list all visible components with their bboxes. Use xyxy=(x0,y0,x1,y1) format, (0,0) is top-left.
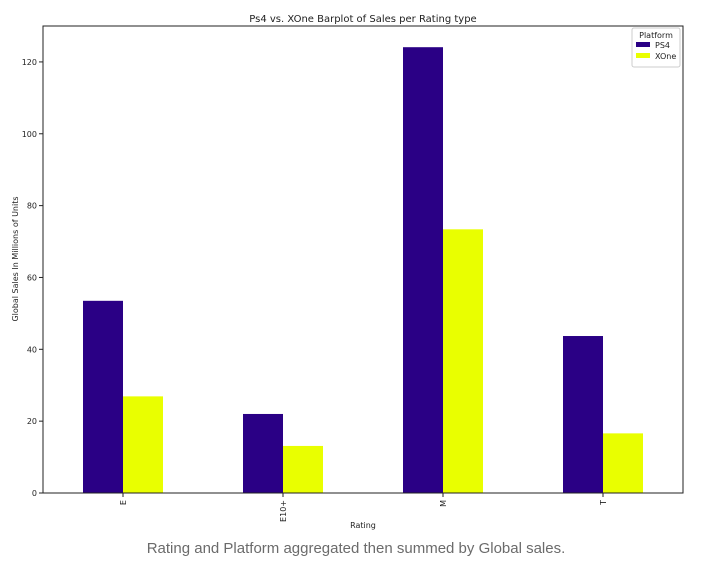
x-tick-label: E xyxy=(119,500,128,505)
bar-ps4-m xyxy=(403,47,443,494)
y-tick-label: 100 xyxy=(22,130,37,139)
y-tick-label: 40 xyxy=(27,345,37,354)
y-axis-label: Global Sales In Millions of Units xyxy=(11,196,20,321)
chart-title: Ps4 vs. XOne Barplot of Sales per Rating… xyxy=(249,14,476,25)
x-tick-label: T xyxy=(599,500,608,506)
bar-xone-t xyxy=(603,433,643,493)
y-tick-label: 20 xyxy=(27,417,37,426)
x-tick-label: M xyxy=(439,500,448,507)
y-tick-label: 80 xyxy=(27,202,37,211)
y-ticks-group: 0 20 40 60 80 100 120 xyxy=(22,58,43,498)
y-tick-label: 0 xyxy=(32,489,37,498)
bar-ps4-e xyxy=(83,300,123,493)
x-axis-label: Rating xyxy=(350,521,376,530)
bar-chart: Ps4 vs. XOne Barplot of Sales per Rating… xyxy=(11,14,684,530)
legend-label-xone: XOne xyxy=(655,52,676,61)
legend-title: Platform xyxy=(639,31,673,40)
legend-swatch-xone xyxy=(636,53,650,58)
x-ticks-group: E E10+ M T xyxy=(119,493,608,522)
y-tick-label: 120 xyxy=(22,58,37,67)
bar-xone-e xyxy=(123,396,163,493)
legend: Platform PS4 XOne xyxy=(631,27,681,68)
bar-ps4-t xyxy=(563,336,603,493)
bar-xone-m xyxy=(443,229,483,493)
x-tick-label: E10+ xyxy=(279,500,288,522)
y-tick-label: 60 xyxy=(27,273,37,282)
bar-ps4-e10plus xyxy=(243,413,283,493)
plot-frame xyxy=(42,25,684,494)
legend-label-ps4: PS4 xyxy=(655,41,670,50)
figure-caption: Rating and Platform aggregated then summ… xyxy=(146,540,566,557)
bar-xone-e10plus xyxy=(283,445,323,493)
legend-swatch-ps4 xyxy=(636,42,650,47)
bars-group xyxy=(83,47,643,494)
